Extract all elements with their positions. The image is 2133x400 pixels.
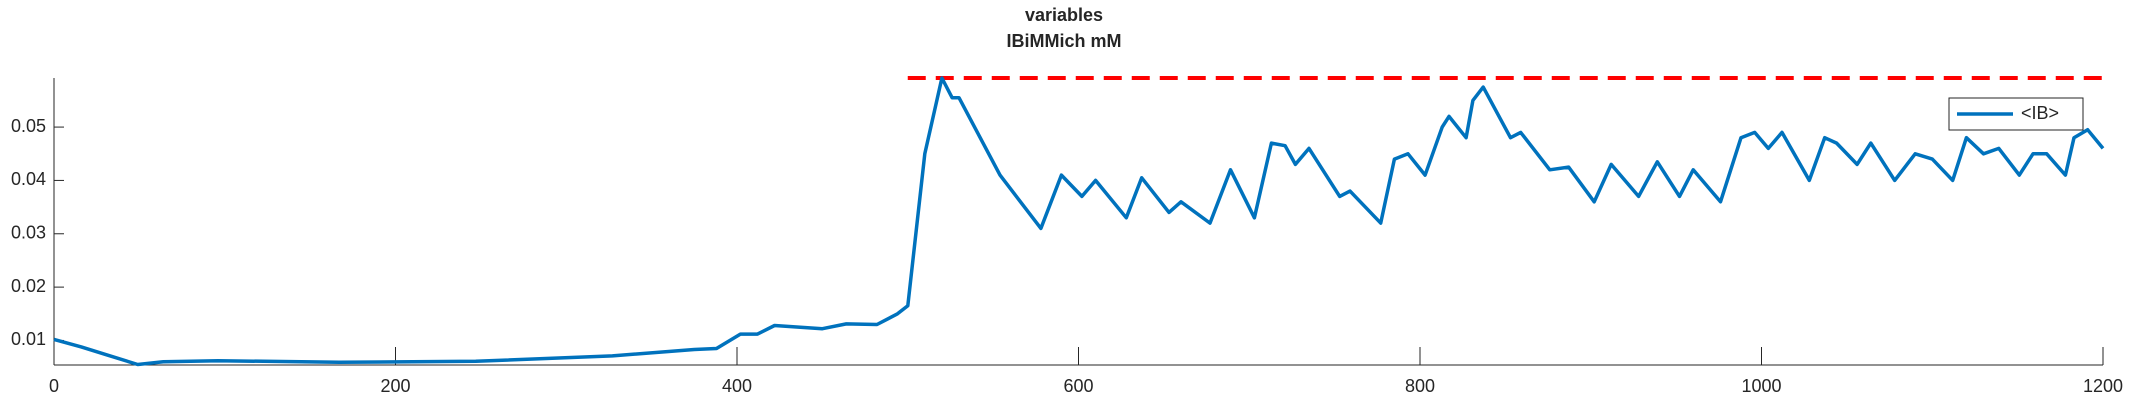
x-tick-label: 1200 bbox=[2083, 376, 2123, 396]
x-tick-label: 200 bbox=[380, 376, 410, 396]
data-line bbox=[53, 76, 2105, 367]
chart-title: variables bbox=[1025, 5, 1103, 25]
x-tick-label: 0 bbox=[49, 376, 59, 396]
chart-subtitle: IBiMMich mM bbox=[1007, 31, 1122, 51]
y-tick-label: 0.02 bbox=[11, 276, 46, 296]
legend: <IB> bbox=[1948, 97, 2084, 131]
y-tick-label: 0.04 bbox=[11, 169, 46, 189]
legend-label: <IB> bbox=[2021, 103, 2059, 123]
y-tick-label: 0.01 bbox=[11, 329, 46, 349]
x-tick-label: 1000 bbox=[1741, 376, 1781, 396]
x-tick-label: 800 bbox=[1405, 376, 1435, 396]
x-tick-label: 400 bbox=[722, 376, 752, 396]
x-tick-label: 600 bbox=[1063, 376, 1093, 396]
y-tick-label: 0.03 bbox=[11, 223, 46, 243]
y-tick-label: 0.05 bbox=[11, 116, 46, 136]
